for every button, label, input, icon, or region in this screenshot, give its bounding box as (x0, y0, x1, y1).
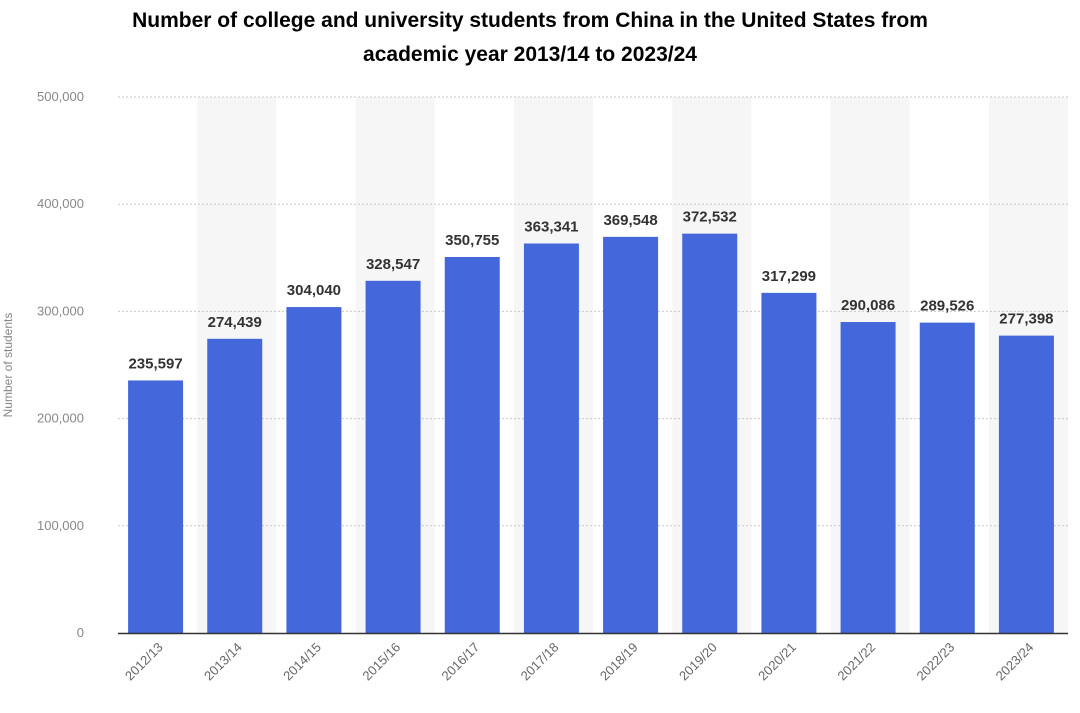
x-tick-label: 2014/15 (280, 640, 324, 684)
data-label: 317,299 (762, 268, 816, 285)
data-label: 350,755 (445, 232, 499, 249)
bar (207, 338, 263, 633)
x-tick-label: 2022/23 (914, 640, 958, 684)
x-tick-label: 2018/19 (597, 640, 641, 684)
bar (998, 335, 1054, 633)
x-tick-label: 2015/16 (359, 640, 403, 684)
data-label: 277,398 (999, 311, 1053, 328)
y-tick-label: 300,000 (37, 303, 84, 318)
x-tick-label: 2012/13 (122, 640, 166, 684)
y-tick-label: 500,000 (37, 89, 84, 104)
data-label: 274,439 (208, 314, 262, 331)
y-axis-ticks: 0 100,000 200,000 300,000 400,000 500,000 (37, 89, 84, 640)
bar (761, 292, 817, 633)
bar (840, 322, 896, 633)
chart-title-line-1: Number of college and university student… (132, 9, 928, 32)
y-tick-label: 200,000 (37, 411, 84, 426)
bar (128, 380, 184, 633)
bar (444, 256, 500, 633)
data-label: 328,547 (366, 256, 420, 273)
bar (365, 280, 421, 633)
data-label: 369,548 (603, 212, 657, 229)
x-tick-label: 2019/20 (676, 640, 720, 684)
data-labels: 235,597 274,439 304,040 328,547 350,755 363,3… (128, 209, 1053, 373)
x-tick-label: 2023/24 (993, 640, 1037, 684)
data-label: 290,086 (841, 297, 895, 314)
x-tick-label: 2021/22 (834, 640, 878, 684)
bar (682, 233, 738, 633)
bar (603, 236, 659, 633)
bars (128, 233, 1054, 633)
x-tick-label: 2017/18 (518, 640, 562, 684)
bar (523, 243, 579, 633)
data-label: 372,532 (683, 209, 737, 226)
data-label: 235,597 (128, 355, 182, 372)
y-axis-label: Number of students (1, 313, 15, 418)
y-tick-label: 0 (77, 625, 84, 640)
y-tick-label: 100,000 (37, 518, 84, 533)
bar (286, 307, 342, 633)
data-label: 304,040 (287, 282, 341, 299)
x-tick-label: 2013/14 (201, 640, 245, 684)
chart-title-line-2: academic year 2013/14 to 2023/24 (363, 43, 697, 66)
chart-title: Number of college and university student… (0, 4, 1060, 72)
y-tick-label: 400,000 (37, 196, 84, 211)
x-tick-label: 2020/21 (755, 640, 799, 684)
data-label: 363,341 (524, 218, 578, 235)
x-tick-label: 2016/17 (439, 640, 483, 684)
data-label: 289,526 (920, 298, 974, 315)
bar (919, 322, 975, 633)
x-axis-ticks: 2012/13 2013/14 2014/15 2015/16 2016/17 2017/… (122, 640, 1037, 684)
